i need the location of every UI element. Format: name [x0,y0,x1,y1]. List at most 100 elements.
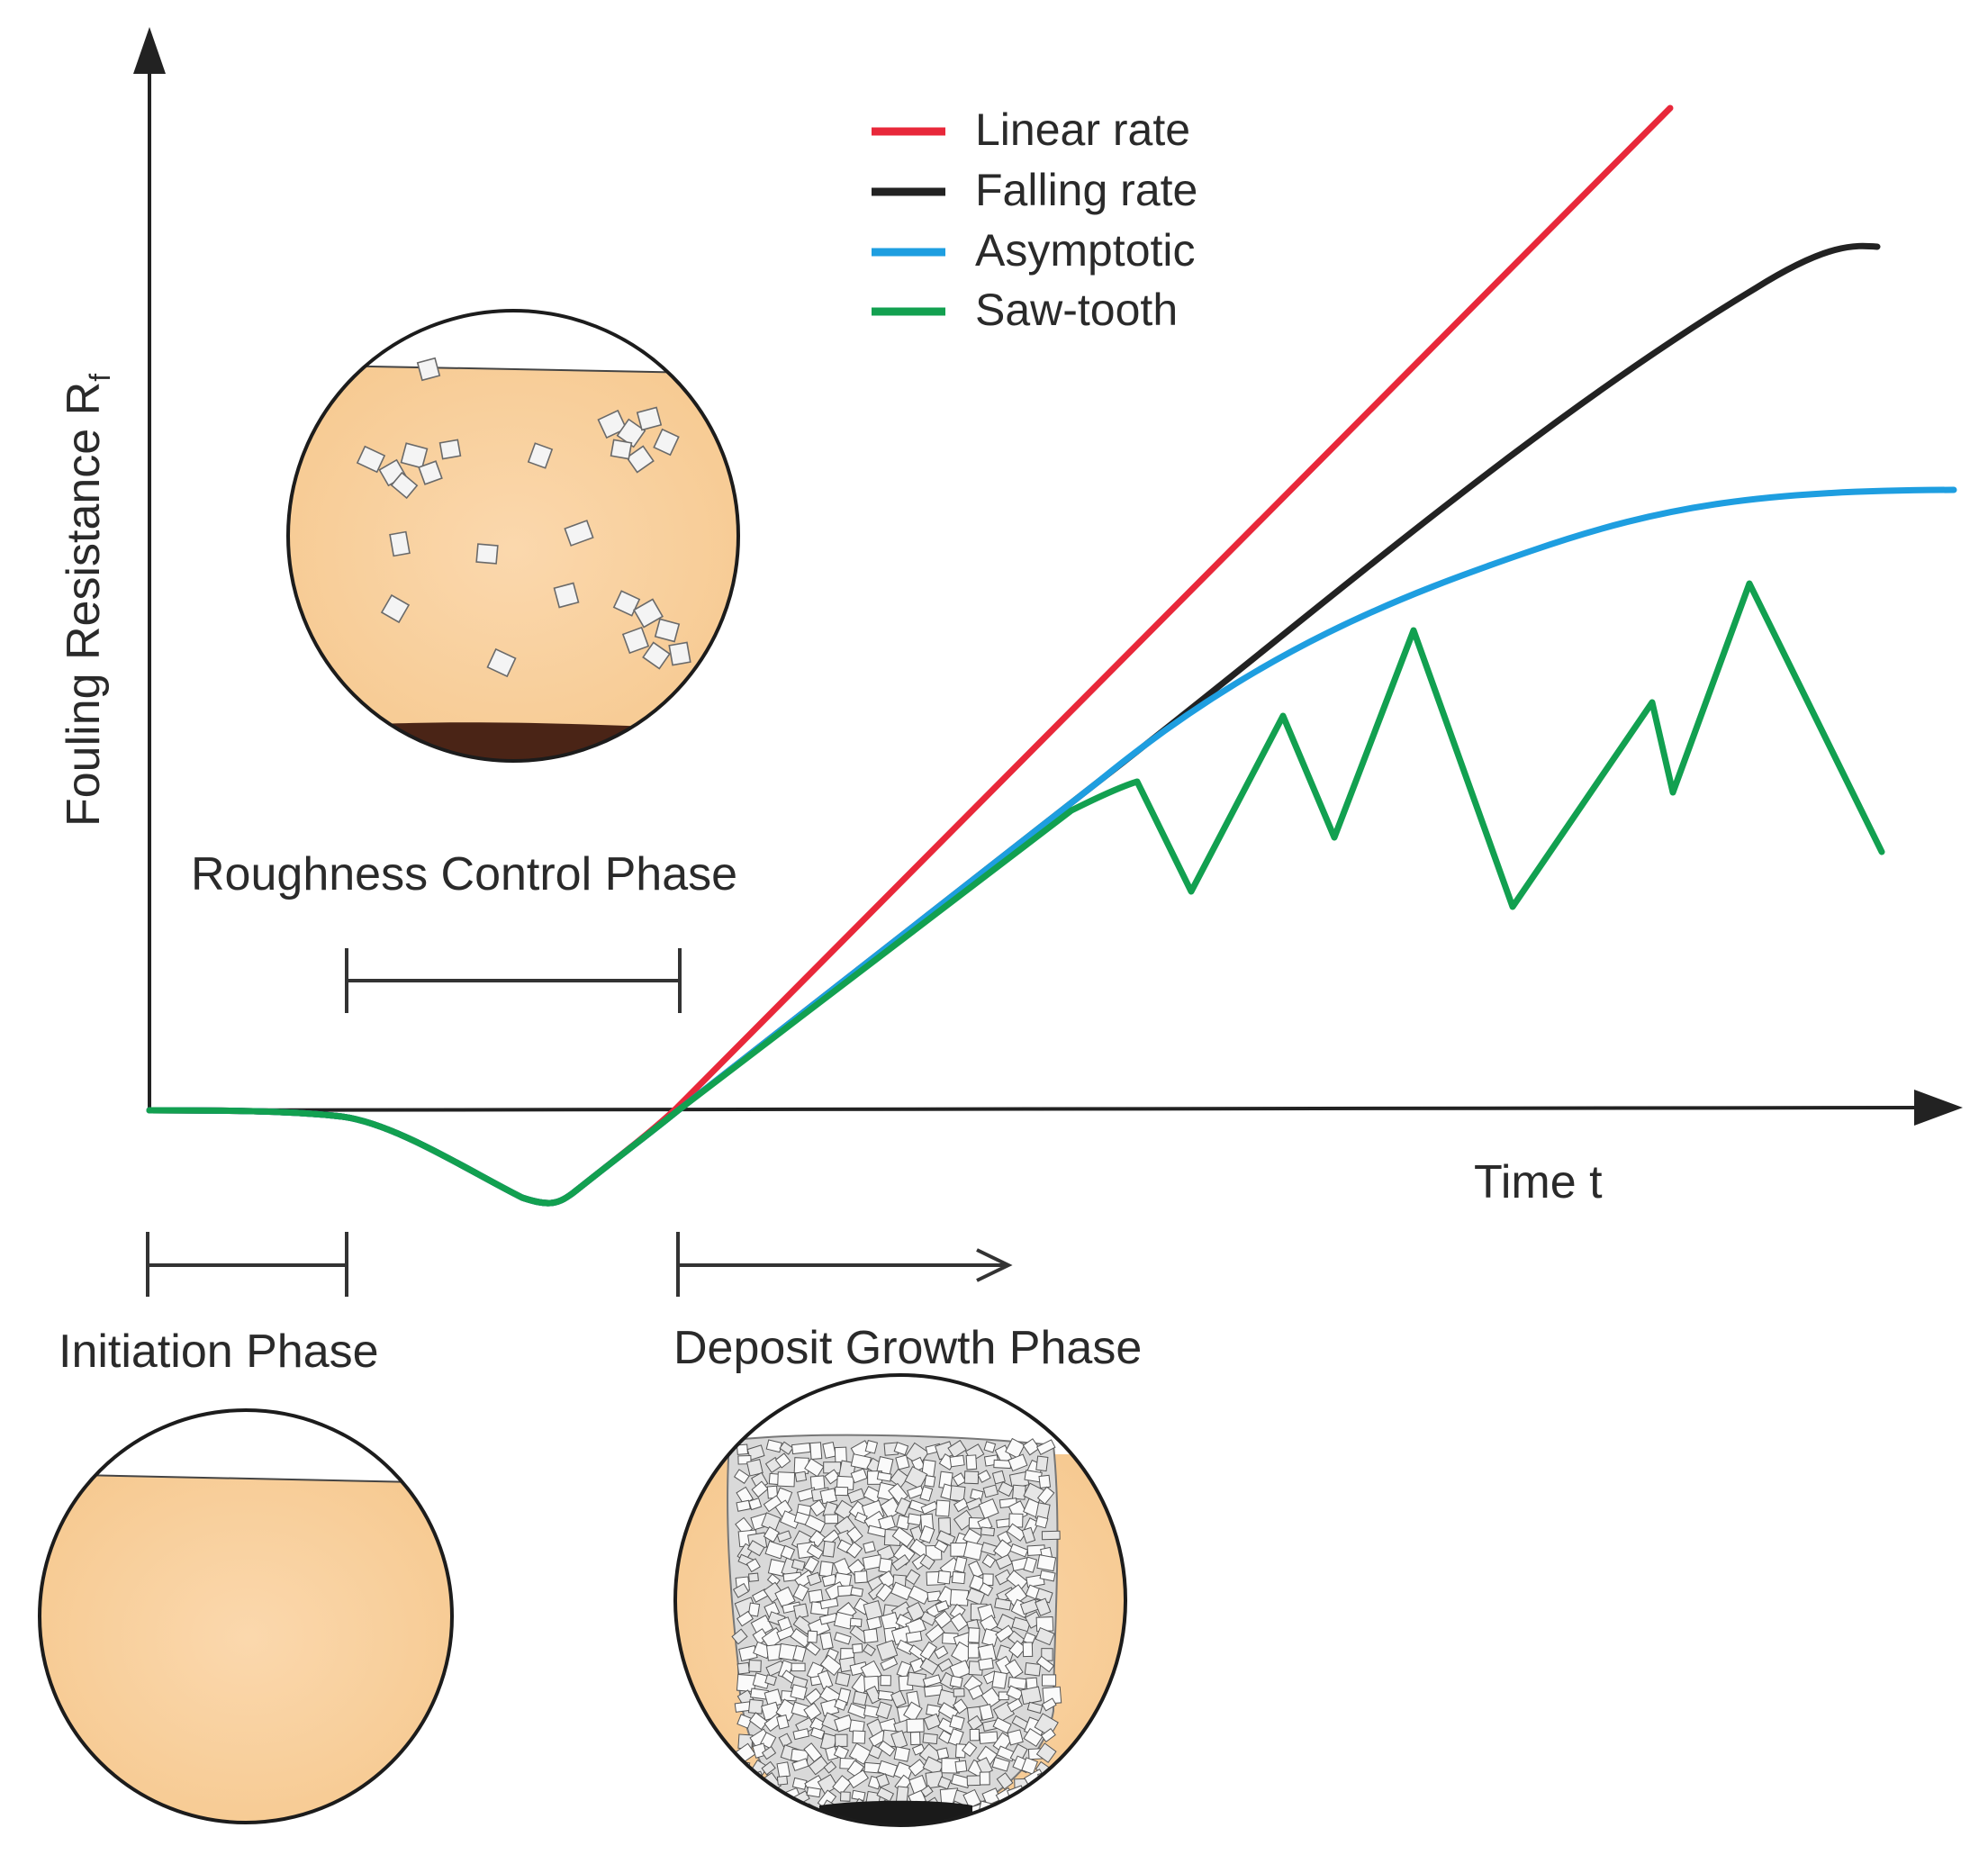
crystal-particle [1006,1523,1027,1542]
crystal-particle [1042,1674,1057,1687]
crystal-particle [991,1670,1008,1689]
crystal-particle [817,1773,838,1795]
crystal-particle [951,1570,966,1585]
crystal-particles [356,357,691,678]
crystal-particle [776,1714,790,1730]
crystal-particle [746,1540,765,1557]
x-axis-line [149,1106,1928,1112]
crystal-particle [819,1488,838,1505]
crystal-particle [736,1610,754,1627]
crystal-particle [893,1442,909,1456]
y-axis-label: Fouling Resistance Rf [58,374,116,827]
crystal-particle [777,1471,796,1488]
crystal-particle [953,1555,968,1573]
crystal-particle [748,1498,763,1511]
crystal-particle [778,1733,792,1748]
inset-growth [673,1373,1127,1827]
crystal-particle [922,1733,938,1745]
crystal-particle [875,1701,892,1720]
crystal-particle [878,1515,896,1532]
crystal-particle [978,1498,999,1520]
crystal-particle [1009,1543,1029,1558]
crystal-particle [748,1712,769,1731]
crystal-particle [1005,1437,1026,1459]
crystal-particle [779,1441,794,1455]
crystal-particle [791,1758,809,1771]
crystal-particle [890,1730,908,1750]
crystal-particle [967,1642,980,1659]
crystal-particle [962,1788,982,1809]
crystal-particle [747,1698,764,1715]
crystal-particle [746,1444,765,1461]
crystal-particle [768,1790,782,1809]
crystal-particle [761,1745,777,1760]
crystal-particle [966,1775,981,1787]
crystal-particle [792,1728,810,1741]
crystal-particle [926,1704,941,1717]
crystal-particle [896,1514,911,1531]
crystal-particle [776,1530,792,1543]
crystal-particle [994,1597,1012,1611]
crystal-particle [906,1718,925,1733]
crystal-particle [991,1756,1010,1772]
crystal-particle [1023,1556,1038,1573]
crystal-particle [748,1660,762,1673]
crystal-particle [992,1716,1012,1734]
crystal-particle [891,1526,915,1548]
crystal-particle [852,1642,863,1654]
crystal-particle [982,1484,999,1498]
crystal-particle [934,1539,949,1553]
crystal-particle [894,1497,912,1516]
crystal-particle [792,1644,807,1662]
crystal-particle [935,1499,951,1517]
crystal-particle [977,1470,991,1483]
crystal-particle [850,1468,868,1484]
crystal-particle [1041,1798,1062,1812]
crystal-particle [952,1698,968,1715]
crystal-particle [1006,1570,1028,1591]
crystal-particle [906,1601,926,1622]
crystal-particle [736,1787,753,1805]
crystal-particle [968,1560,984,1579]
crystal-particle [963,1470,980,1485]
crystal-particle [1035,1515,1049,1529]
crystal-particle [1008,1453,1028,1472]
crystal-particle [863,1643,876,1657]
crystal-particle [895,1454,910,1470]
crystal-particle [1022,1438,1040,1456]
crystal-particle [919,1657,939,1676]
crystal-particle [978,1657,994,1671]
crystal-particle [847,1769,870,1789]
curves [146,104,1957,1207]
crystal-particle [733,1773,749,1787]
crystal-particle [1035,1439,1056,1456]
crystal-particle [818,1561,834,1578]
crystal-particle [890,1689,907,1708]
crystal-particle [808,1755,829,1776]
crystal-particle [1007,1697,1024,1713]
crystal-particle [905,1569,921,1586]
crystal-particle [979,1771,990,1786]
crystal-particle [1038,1474,1052,1489]
crystal-particle [978,1582,994,1597]
crystal-particle [1025,1802,1040,1814]
initiation-phase-label: Initiation Phase [59,1326,379,1378]
crystal-particle [947,1439,967,1459]
crystal-particle [819,1597,839,1610]
crystal-particle [1006,1685,1024,1701]
crystal-particle [804,1458,825,1478]
crystal-particle [792,1603,809,1619]
crystal-particle [863,1628,879,1643]
crystal-particle [791,1442,811,1455]
crystal-particle [1020,1686,1043,1706]
crystal-particle [890,1468,909,1489]
crystal-particle [1036,1554,1057,1572]
crystal-particle [995,1553,1013,1570]
crystal-particle [747,1572,759,1582]
crystal-particle [876,1471,892,1482]
crystal-particle [992,1732,1013,1753]
crystal-particle [1008,1630,1026,1648]
crystal-particle [893,1746,910,1762]
crystal-particle [747,1602,761,1617]
crystal-particle [949,1715,965,1731]
